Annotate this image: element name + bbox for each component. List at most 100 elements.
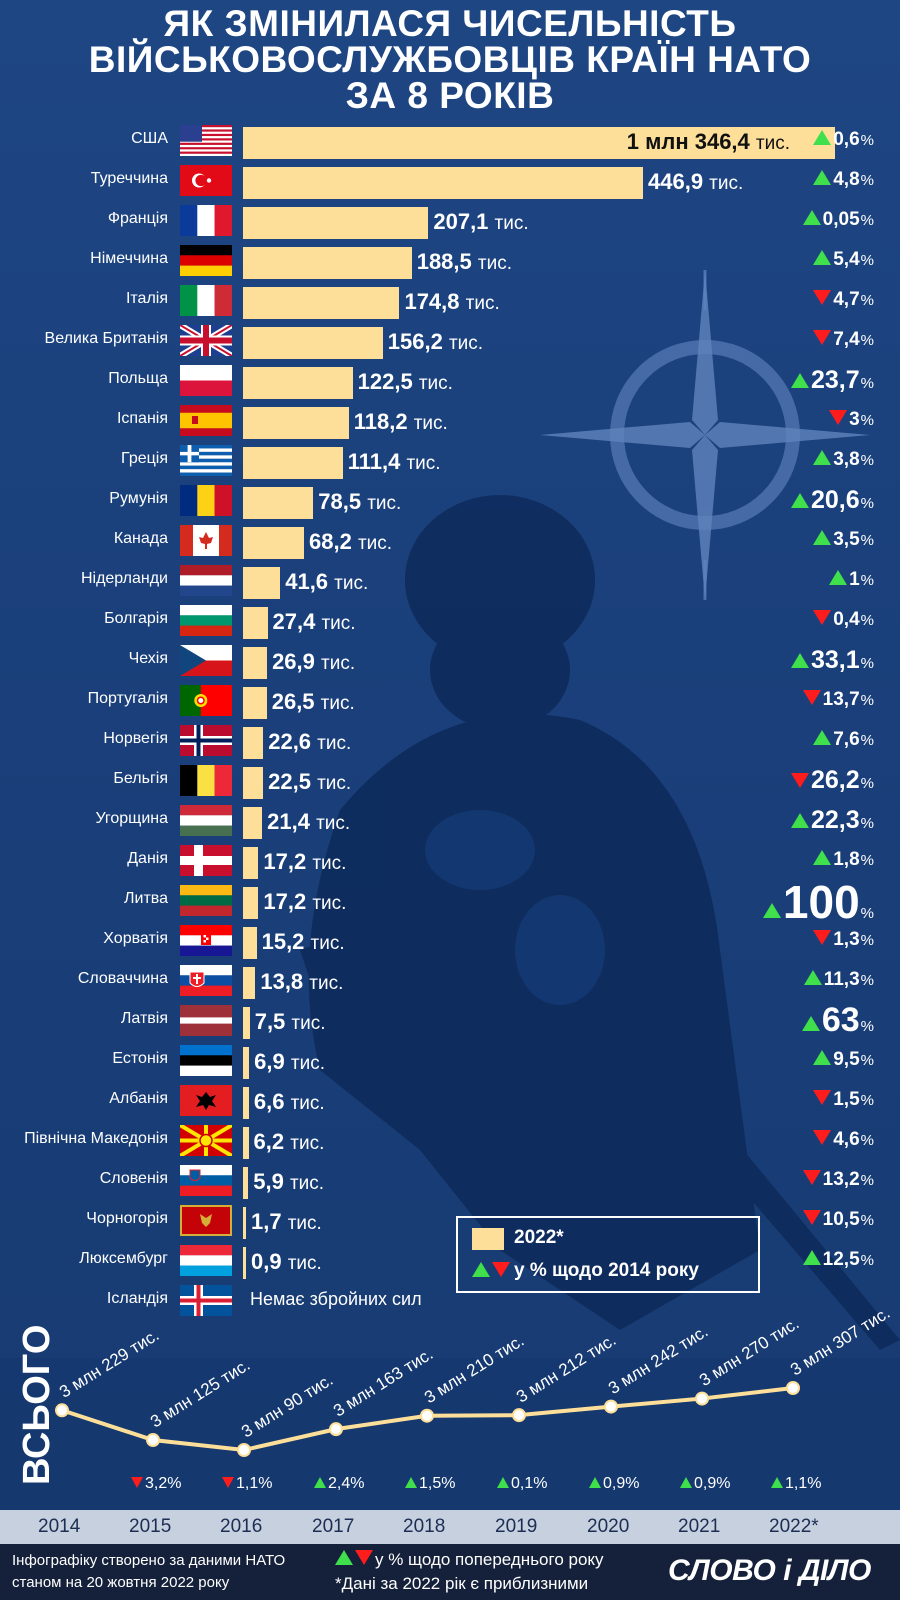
- bar-value-label: 1,7 тис.: [251, 1209, 322, 1234]
- change-label: 0,4%: [813, 609, 874, 631]
- bar: [243, 247, 412, 279]
- svg-text:1,1%: 1,1%: [236, 1475, 272, 1492]
- footer-note: *Дані за 2022 рік є приблизними: [335, 1574, 589, 1593]
- change-label: 7,4%: [813, 329, 874, 351]
- change-label: 1,5%: [813, 1089, 874, 1111]
- country-name: Чехія: [128, 650, 168, 667]
- logo: СЛОВО і ДІЛО: [668, 1554, 871, 1587]
- soldier-silhouette-icon: [300, 495, 900, 1350]
- year-change-label: 3,2%: [131, 1475, 181, 1492]
- country-name: Португалія: [87, 690, 168, 707]
- down-arrow-icon: [829, 410, 848, 425]
- bar: [243, 167, 643, 199]
- flag-bg-icon: [180, 605, 232, 636]
- country-row: Чорногорія 1,7 тис. 10,5%: [0, 1200, 900, 1240]
- footer: Інфографіку створено за даними НАТО стан…: [0, 1544, 900, 1600]
- total-point: [786, 1381, 800, 1395]
- bar-value-label: 68,2 тис.: [309, 529, 393, 554]
- change-label: 33,1%: [790, 646, 874, 675]
- bar-value-label: 5,9 тис.: [253, 1169, 325, 1194]
- up-arrow-icon: [497, 1477, 509, 1488]
- bar: [243, 487, 314, 519]
- bar: [243, 847, 259, 879]
- bar-value-label: 78,5 тис.: [318, 489, 402, 514]
- up-arrow-icon: [771, 1477, 783, 1488]
- up-arrow-icon: [813, 130, 832, 145]
- change-label: 20,6%: [790, 486, 874, 515]
- up-arrow-icon: [813, 170, 832, 185]
- down-arrow-icon: [813, 330, 832, 345]
- country-row: Литва 17,2 тис. 100%: [0, 876, 900, 928]
- country-name: Словенія: [99, 1170, 168, 1187]
- change-label: 13,2%: [802, 1169, 874, 1191]
- bar-value-label: 122,5 тис.: [357, 369, 453, 394]
- year-tick-label: 2014: [38, 1516, 81, 1537]
- bar-value-label: 0,9 тис.: [251, 1249, 322, 1274]
- total-point: [329, 1422, 343, 1437]
- flag-ee-icon: [180, 1045, 232, 1076]
- change-label: 9,5%: [813, 1049, 874, 1071]
- change-label: 26,2%: [790, 766, 874, 795]
- total-value-label: 3 млн 307 тис.: [787, 1303, 893, 1379]
- country-name: Франція: [107, 210, 168, 227]
- total-value-label: 3 млн 242 тис.: [605, 1322, 711, 1398]
- year-change-label: 2,4%: [314, 1475, 364, 1492]
- flag-al-icon: [180, 1085, 232, 1116]
- country-row: США 1 млн 346,4 тис. 0,6%: [0, 120, 900, 160]
- bar-value-label: 111,4 тис.: [347, 449, 441, 474]
- bar-value-label: 7,5 тис.: [254, 1009, 326, 1034]
- down-arrow-icon: [813, 1130, 832, 1145]
- year-change-label: 0,9%: [680, 1475, 730, 1492]
- change-label: 10,5%: [802, 1209, 874, 1231]
- change-label: 5,4%: [813, 249, 874, 271]
- year-change-label: 1,5%: [405, 1475, 455, 1492]
- bar-value-label: 17,2 тис.: [263, 889, 347, 914]
- up-arrow-icon: [802, 210, 821, 225]
- bar: [243, 327, 383, 359]
- up-arrow-icon: [813, 730, 832, 745]
- change-label: 4,8%: [813, 169, 874, 191]
- bar-value-label: 26,5 тис.: [271, 689, 355, 714]
- flag-fr-icon: [180, 205, 232, 236]
- up-arrow-icon: [813, 850, 832, 865]
- bar-value-label: 22,5 тис.: [268, 769, 352, 794]
- flag-pl-icon: [180, 365, 232, 396]
- year-tick-label: 2022*: [769, 1516, 819, 1537]
- bar-value-label: 1 млн 346,4 тис.: [626, 129, 790, 154]
- flag-nl-icon: [180, 565, 232, 596]
- country-row: Франція 207,1 тис. 0,05%: [0, 200, 900, 240]
- country-row: Іспанія 118,2 тис. 3%: [0, 400, 900, 440]
- change-label: 1%: [829, 569, 874, 591]
- country-name: Данія: [127, 850, 168, 867]
- legend-series-label: 2022*: [514, 1227, 564, 1248]
- up-arrow-icon: [801, 1016, 820, 1031]
- down-arrow-icon: [222, 1477, 234, 1488]
- bar: [243, 1207, 246, 1239]
- up-arrow-icon: [790, 653, 809, 668]
- change-label: 4,6%: [813, 1129, 874, 1151]
- change-label: 63%: [801, 1001, 874, 1040]
- up-arrow-icon: [762, 903, 781, 918]
- flag-be-icon: [180, 765, 232, 796]
- total-point: [237, 1443, 251, 1457]
- bar-value-label: 21,4 тис.: [267, 809, 351, 834]
- bar: [243, 607, 268, 639]
- up-arrow-icon: [790, 493, 809, 508]
- country-name: Велика Британія: [44, 330, 168, 347]
- bar: [243, 407, 349, 439]
- title-line: ВІЙСЬКОВОСЛУЖБОВЦІВ КРАЇН НАТО: [88, 39, 812, 80]
- country-name: Угорщина: [95, 810, 168, 827]
- year-tick-label: 2019: [495, 1516, 538, 1537]
- up-arrow-icon: [680, 1477, 692, 1488]
- country-row: Північна Македонія 6,2 тис. 4,6%: [0, 1120, 900, 1160]
- bar: [243, 287, 400, 319]
- country-name: Чорногорія: [86, 1210, 168, 1227]
- flag-dk-icon: [180, 845, 232, 876]
- legend-arrows-icon: [472, 1262, 512, 1282]
- bar-value-label: 41,6 тис.: [285, 569, 369, 594]
- down-arrow-icon: [802, 1170, 821, 1185]
- change-label: 12,5%: [802, 1249, 874, 1271]
- bar-value-label: 22,6 тис.: [268, 729, 352, 754]
- total-point: [512, 1408, 526, 1423]
- bar: [243, 687, 267, 719]
